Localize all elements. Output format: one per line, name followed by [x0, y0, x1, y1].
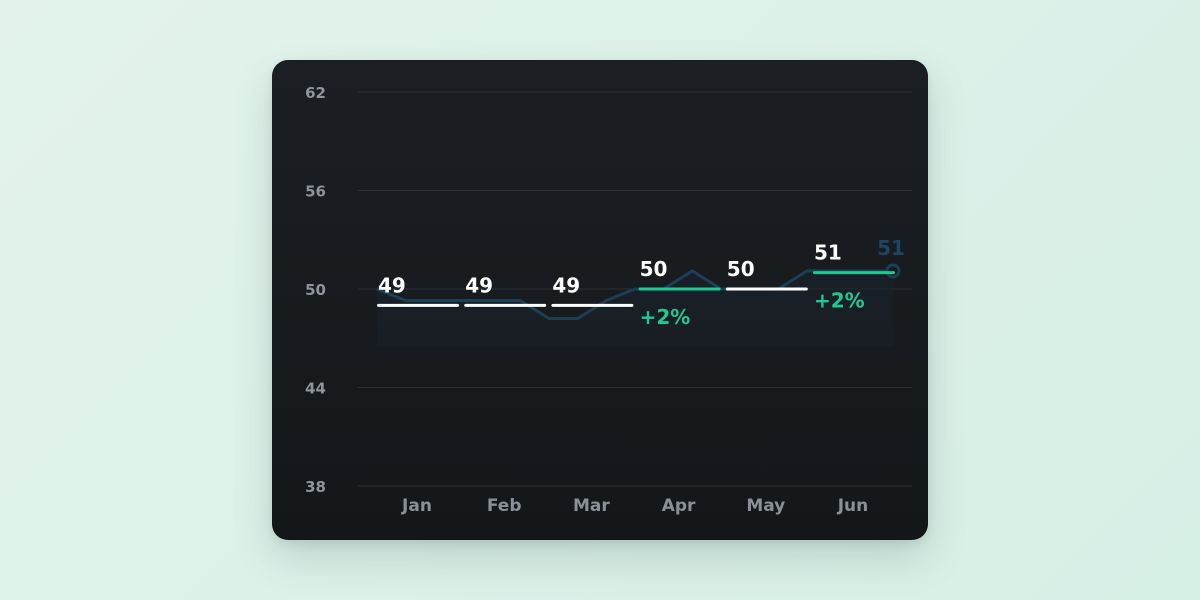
- last-point-marker: [885, 263, 901, 279]
- line-chart: 62 56 50 44 38 51 49 49 49 50 +2% 50 51 +2% Jan Feb M…: [305, 84, 912, 516]
- month-value-label: 50: [727, 257, 755, 281]
- month-bar: [813, 271, 895, 275]
- month-value-label: 51: [814, 241, 842, 265]
- month-value-label: 49: [465, 273, 493, 297]
- month-change-label: +2%: [640, 305, 691, 329]
- y-tick-label: 44: [305, 380, 326, 398]
- month-bar: [464, 303, 547, 307]
- last-point-label: 51: [877, 236, 905, 260]
- y-tick-label: 38: [305, 478, 326, 496]
- month-bar: [377, 303, 459, 307]
- x-tick-label: May: [746, 496, 785, 516]
- y-axis-ticks: 62 56 50 44 38: [305, 84, 326, 496]
- chart-card: 62 56 50 44 38 51 49 49 49 50 +2% 50 51 +2% Jan Feb M…: [272, 60, 928, 540]
- monthly-bars: [377, 271, 895, 307]
- x-tick-label: Feb: [487, 496, 522, 516]
- y-tick-label: 62: [305, 84, 326, 102]
- value-labels: 49 49 49 50 +2% 50 51 +2%: [378, 241, 865, 329]
- month-value-label: 50: [640, 257, 668, 281]
- month-value-label: 49: [378, 273, 406, 297]
- y-tick-label: 56: [305, 183, 326, 201]
- x-tick-label: Jan: [401, 496, 432, 516]
- x-axis-ticks: Jan Feb Mar Apr May Jun: [401, 496, 868, 516]
- month-bar: [638, 287, 721, 291]
- month-change-label: +2%: [814, 289, 865, 313]
- x-tick-label: Mar: [573, 496, 610, 516]
- y-tick-label: 50: [305, 281, 326, 299]
- x-tick-label: Apr: [662, 496, 696, 516]
- x-tick-label: Jun: [837, 496, 869, 516]
- month-bar: [551, 303, 634, 307]
- trend-line-path: [376, 269, 893, 320]
- month-value-label: 49: [552, 273, 580, 297]
- month-bar: [725, 287, 808, 291]
